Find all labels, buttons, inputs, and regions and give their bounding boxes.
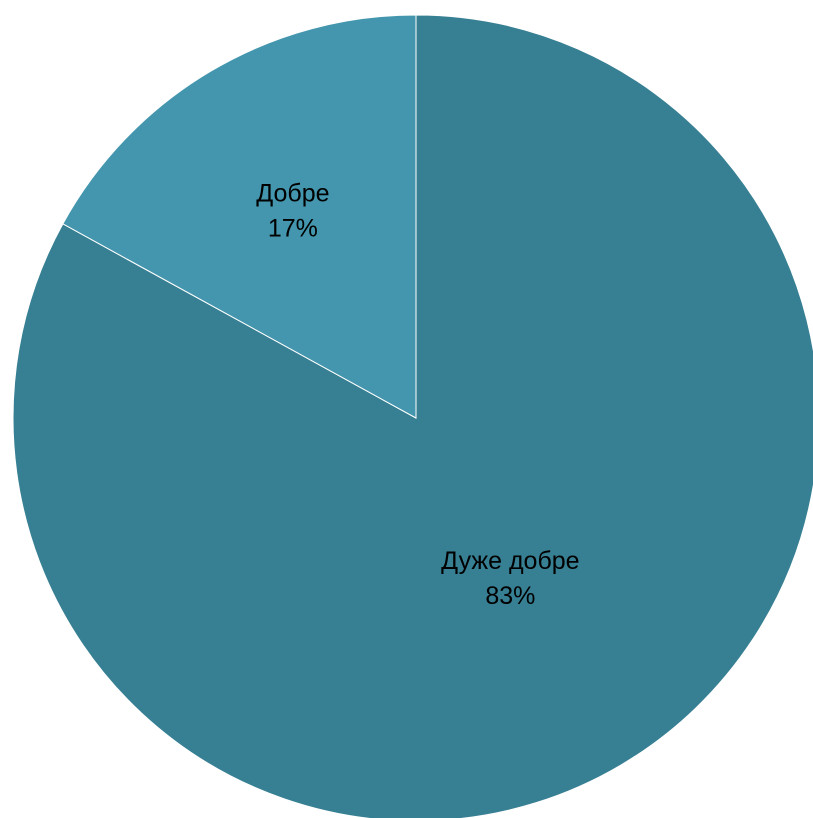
pie-slices xyxy=(12,14,813,818)
pie-slice-1 xyxy=(62,14,417,419)
slice-label-category-0: Дуже добре xyxy=(441,547,579,575)
slice-label-percent-0: 83% xyxy=(485,582,535,610)
pie-labels: Дуже добре 83% Добре 17% xyxy=(256,179,579,610)
slice-label-category-1: Добре xyxy=(256,179,329,207)
slice-label-percent-1: 17% xyxy=(268,214,318,242)
